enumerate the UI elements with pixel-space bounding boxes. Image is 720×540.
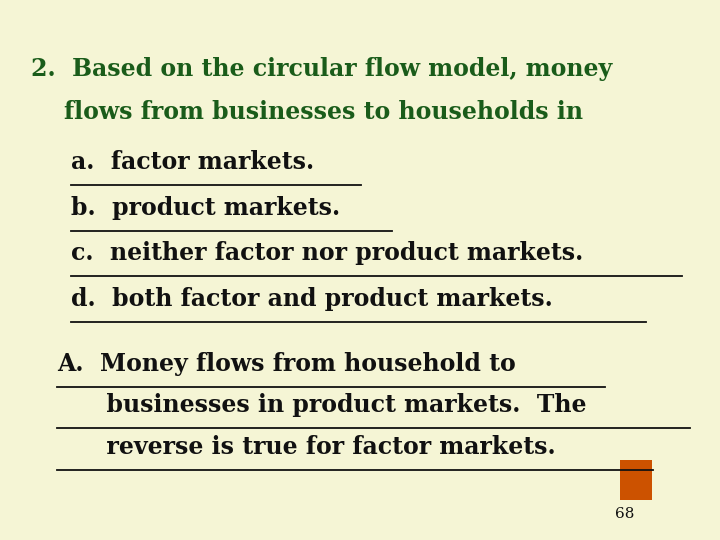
FancyBboxPatch shape — [620, 460, 652, 500]
Text: A.  Money flows from household to: A. Money flows from household to — [58, 353, 516, 376]
Text: businesses in product markets.  The: businesses in product markets. The — [58, 393, 587, 417]
Text: b.  product markets.: b. product markets. — [71, 195, 340, 220]
Text: c.  neither factor nor product markets.: c. neither factor nor product markets. — [71, 241, 583, 265]
Text: d.  both factor and product markets.: d. both factor and product markets. — [71, 287, 552, 311]
Text: flows from businesses to households in: flows from businesses to households in — [31, 100, 582, 124]
Text: reverse is true for factor markets.: reverse is true for factor markets. — [58, 435, 556, 459]
Text: a.  factor markets.: a. factor markets. — [71, 150, 314, 174]
Text: 2.  Based on the circular flow model, money: 2. Based on the circular flow model, mon… — [31, 57, 612, 82]
Text: 68: 68 — [616, 507, 634, 521]
